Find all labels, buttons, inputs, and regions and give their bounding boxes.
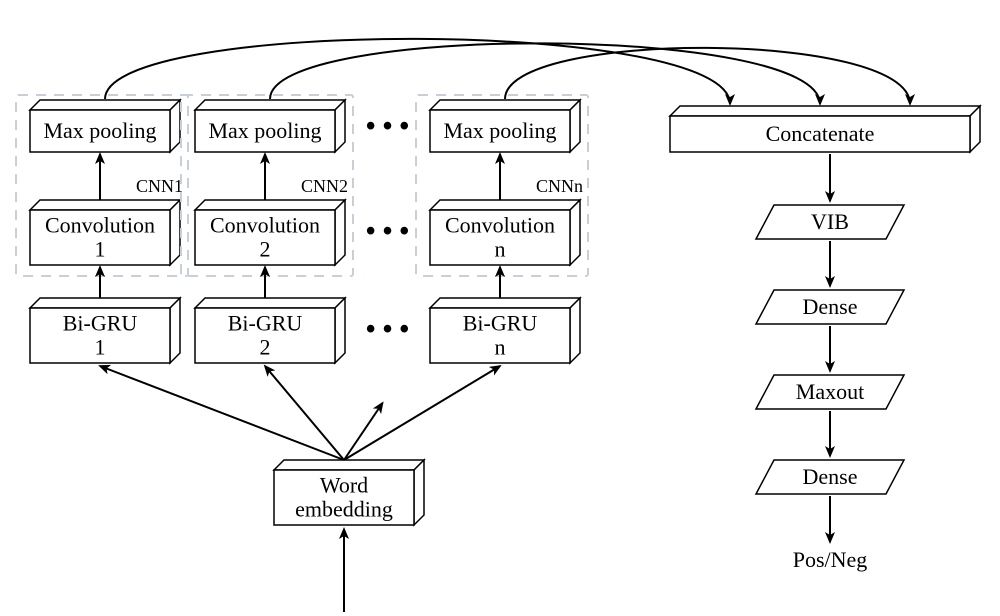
- output-label: Pos/Neg: [793, 547, 868, 572]
- para-label-dense: Dense: [803, 464, 858, 489]
- maxpool-label: Max pooling: [43, 118, 156, 143]
- arrow-we-bigru: [100, 366, 344, 460]
- maxpool-label: Max pooling: [208, 118, 321, 143]
- arrow-we-ellipsis: [344, 403, 383, 460]
- cnn-group-label: CNNn: [536, 176, 583, 196]
- para-label-dense: Dense: [803, 294, 858, 319]
- arrow-we-bigru: [265, 366, 344, 460]
- ellipsis: • • •: [366, 314, 409, 345]
- ellipsis: • • •: [366, 216, 409, 247]
- arrow-we-bigru: [344, 366, 500, 460]
- para-label-maxout: Maxout: [796, 379, 864, 404]
- cnn-group-label: CNN1: [136, 176, 183, 196]
- ellipsis: • • •: [366, 111, 409, 142]
- maxpool-label: Max pooling: [443, 118, 556, 143]
- para-label-vib: VIB: [811, 209, 849, 234]
- concatenate-label: Concatenate: [766, 121, 875, 146]
- cnn-group-label: CNN2: [301, 176, 348, 196]
